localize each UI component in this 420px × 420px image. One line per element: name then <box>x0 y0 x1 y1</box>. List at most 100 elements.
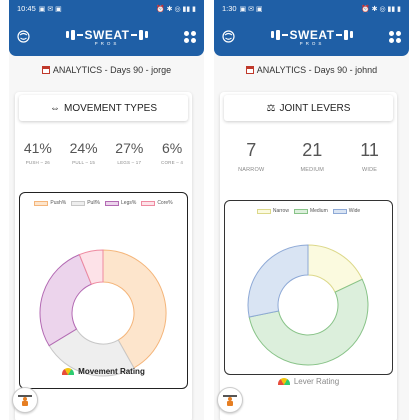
card-title: JOINT LEVERS <box>279 102 351 114</box>
stat-label: PULL – 15 <box>72 160 96 165</box>
legend-item[interactable]: Legs% <box>105 200 136 206</box>
app-logo: SWEAT PROS <box>65 27 149 46</box>
rating-row[interactable]: Movement Rating <box>15 367 192 376</box>
stat-legs: 27% LEGS – 17 <box>115 140 143 165</box>
chart-legend: Push% Pull% Legs% Core% <box>20 200 187 206</box>
legend-item[interactable]: Core% <box>141 200 173 206</box>
logo-subtext: PROS <box>299 40 325 46</box>
stat-core: 6% CORE – 4 <box>161 140 183 165</box>
app-logo: SWEAT PROS <box>270 27 354 46</box>
analytics-card: ⚖ JOINT LEVERS 7 NARROW 21 MEDIUM 11 WID… <box>220 92 397 420</box>
legend-label: Pull% <box>87 200 101 206</box>
grid-menu-icon[interactable] <box>388 30 401 43</box>
legend-label: Wide <box>348 208 361 214</box>
card-header[interactable]: ⇔ MOVEMENT TYPES <box>19 95 188 121</box>
app-bar: SWEAT PROS <box>9 17 204 56</box>
stat-value: 21 <box>302 140 323 160</box>
stat-value: 41% <box>23 140 52 156</box>
stat-medium: 21 MEDIUM <box>301 140 325 173</box>
stat-pull: 24% PULL – 15 <box>70 140 98 165</box>
stats-row: 7 NARROW 21 MEDIUM 11 WIDE <box>220 140 397 173</box>
legend-swatch <box>71 200 86 206</box>
donut-slice-core[interactable] <box>78 249 104 285</box>
calendar-icon <box>41 66 50 74</box>
notification-icons: ▣ ✉ ▣ <box>38 5 62 13</box>
stat-label: NARROW <box>238 167 265 173</box>
weightlifter-icon <box>18 394 32 406</box>
swap-arrows-icon: ⇔ <box>50 102 60 114</box>
stat-value: 27% <box>115 140 144 156</box>
page-title: ANALYTICS - Days 90 - johnd <box>214 65 409 75</box>
analytics-card: ⇔ MOVEMENT TYPES 41% PUSH – 26 24% PULL … <box>15 92 192 420</box>
donut-slice-wide[interactable] <box>247 244 309 318</box>
system-icons: ⏰ ✱ ◎ ▮▮ ▮ <box>155 5 196 13</box>
legend-swatch <box>256 208 271 214</box>
chart-container: Narrow Medium Wide <box>224 200 393 375</box>
user-profile-icon[interactable] <box>17 30 30 43</box>
legend-label: Core% <box>157 200 173 206</box>
donut-slice-push[interactable] <box>102 249 167 369</box>
legend-item[interactable]: Medium <box>293 208 328 214</box>
gauge-icon <box>62 368 75 375</box>
logo-subtext: PROS <box>94 40 120 46</box>
workout-fab-button[interactable] <box>217 387 243 413</box>
status-time: 10:45 <box>17 4 36 13</box>
user-profile-icon[interactable] <box>222 30 235 43</box>
grid-menu-icon[interactable] <box>183 30 196 43</box>
stats-row: 41% PUSH – 26 24% PULL – 15 27% LEGS – 1… <box>15 140 192 165</box>
chart-legend: Narrow Medium Wide <box>225 208 392 214</box>
workout-fab-button[interactable] <box>12 387 38 413</box>
page-title-text: ANALYTICS - Days 90 - johnd <box>256 65 378 75</box>
legend-item[interactable]: Narrow <box>256 208 289 214</box>
donut-slice-legs[interactable] <box>39 253 93 347</box>
legend-item[interactable]: Push% <box>34 200 66 206</box>
page-title-text: ANALYTICS - Days 90 - jorge <box>52 65 172 75</box>
legend-label: Narrow <box>272 208 289 214</box>
legend-item[interactable]: Pull% <box>71 200 100 206</box>
phone-screen-left: 10:45 ▣ ✉ ▣ ⏰ ✱ ◎ ▮▮ ▮ SWEAT PROS ANALYT… <box>9 0 204 420</box>
legend-swatch <box>105 200 120 206</box>
stat-wide: 11 WIDE <box>360 140 379 173</box>
legend-swatch <box>332 208 347 214</box>
gauge-icon <box>277 378 290 385</box>
stat-label: LEGS – 17 <box>117 160 142 165</box>
legend-label: Push% <box>50 200 67 206</box>
card-title: MOVEMENT TYPES <box>64 102 157 114</box>
donut-chart <box>247 244 369 366</box>
stat-value: 11 <box>360 140 379 160</box>
legend-swatch <box>293 208 308 214</box>
calendar-icon <box>245 66 254 74</box>
stat-label: CORE – 4 <box>161 160 184 165</box>
stat-value: 7 <box>246 140 257 160</box>
stat-value: 24% <box>69 140 98 156</box>
rating-label: Movement Rating <box>78 367 145 376</box>
logo-text: SWEAT <box>289 27 335 42</box>
donut-chart <box>39 249 167 377</box>
status-bar: 1:30 ▣ ✉ ▣ ⏰ ✱ ◎ ▮▮ ▮ <box>214 0 409 17</box>
notification-icons: ▣ ✉ ▣ <box>239 5 263 13</box>
status-bar: 10:45 ▣ ✉ ▣ ⏰ ✱ ◎ ▮▮ ▮ <box>9 0 204 17</box>
legend-label: Legs% <box>121 200 137 206</box>
rating-row[interactable]: Lever Rating <box>220 377 397 386</box>
scale-icon: ⚖ <box>266 102 276 114</box>
status-time: 1:30 <box>222 4 237 13</box>
stat-narrow: 7 NARROW <box>238 140 264 173</box>
logo-text: SWEAT <box>84 27 130 42</box>
card-header[interactable]: ⚖ JOINT LEVERS <box>224 95 393 121</box>
stat-push: 41% PUSH – 26 <box>24 140 52 165</box>
phone-screen-right: 1:30 ▣ ✉ ▣ ⏰ ✱ ◎ ▮▮ ▮ SWEAT PROS ANALYTI… <box>214 0 409 420</box>
legend-label: Medium <box>309 208 328 214</box>
legend-item[interactable]: Wide <box>332 208 361 214</box>
stat-label: PUSH – 26 <box>25 160 51 165</box>
app-bar: SWEAT PROS <box>214 17 409 56</box>
weightlifter-icon <box>223 394 237 406</box>
legend-swatch <box>34 200 49 206</box>
legend-swatch <box>141 200 156 206</box>
chart-container: Push% Pull% Legs% Core% <box>19 192 188 389</box>
stat-label: MEDIUM <box>300 167 325 173</box>
stat-value: 6% <box>161 140 183 156</box>
rating-label: Lever Rating <box>293 377 340 386</box>
page-title: ANALYTICS - Days 90 - jorge <box>9 65 204 75</box>
donut-slice-medium[interactable] <box>248 278 369 366</box>
stat-label: WIDE <box>361 167 378 173</box>
